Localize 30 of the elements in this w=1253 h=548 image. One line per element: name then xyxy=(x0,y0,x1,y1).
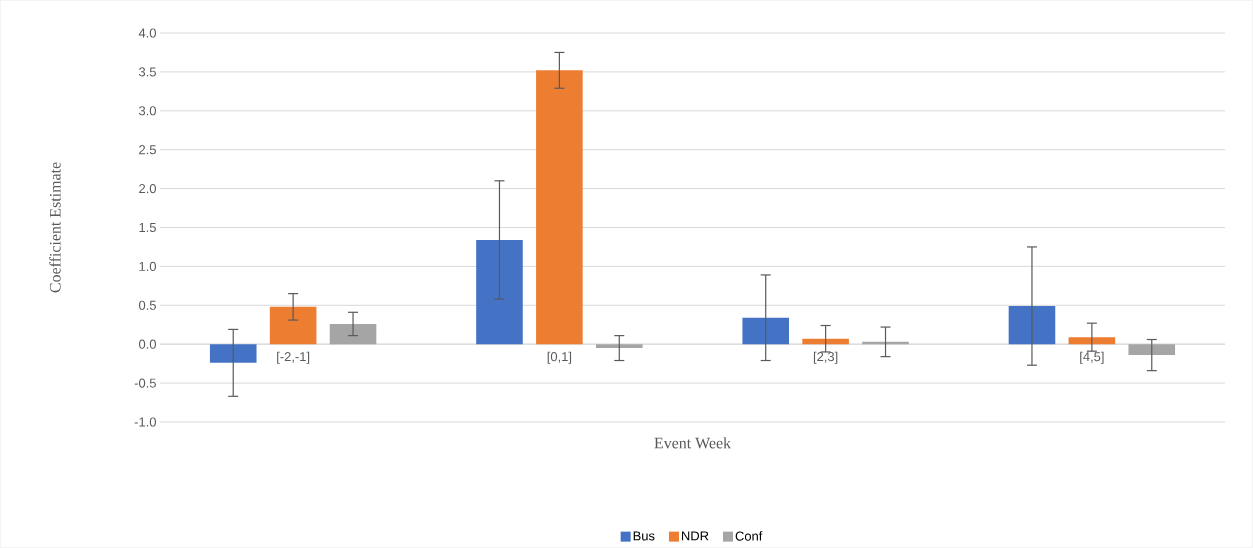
bar xyxy=(536,70,583,345)
y-tick-label: 2.5 xyxy=(139,145,156,155)
y-tick-label: 2.0 xyxy=(139,184,156,194)
y-tick-label: 1.0 xyxy=(139,261,156,271)
y-tick-label: 3.5 xyxy=(138,67,156,77)
y-tick-label: 1.5 xyxy=(139,222,156,232)
x-tick-label: [4,5] xyxy=(1080,351,1104,364)
bar xyxy=(1068,337,1116,345)
bar xyxy=(595,344,643,349)
y-tick-label: 0.0 xyxy=(138,339,156,349)
y-tick-label: -1.0 xyxy=(134,417,156,427)
y-axis-title: Coefficient Estimate xyxy=(49,162,61,293)
x-axis-title: Event Week xyxy=(654,437,732,449)
bar xyxy=(1128,344,1176,356)
legend-label: NDR xyxy=(682,531,709,541)
legend-label: Bus xyxy=(633,531,655,541)
x-tick-label: [-2,-1] xyxy=(277,351,310,364)
bar xyxy=(329,323,377,345)
bar xyxy=(1008,306,1056,345)
bar xyxy=(269,306,317,345)
legend-label: Conf xyxy=(735,531,763,541)
x-tick-label: [0,1] xyxy=(547,351,572,364)
y-tick-label: 0.5 xyxy=(138,300,156,310)
bar xyxy=(209,344,257,363)
y-tick-label: -0.5 xyxy=(134,378,156,388)
y-tick-label: 3.0 xyxy=(138,106,156,116)
x-tick-label: [2,3] xyxy=(813,351,838,364)
bar xyxy=(802,338,849,345)
y-tick-label: 4.0 xyxy=(138,28,156,38)
bar xyxy=(742,317,790,345)
